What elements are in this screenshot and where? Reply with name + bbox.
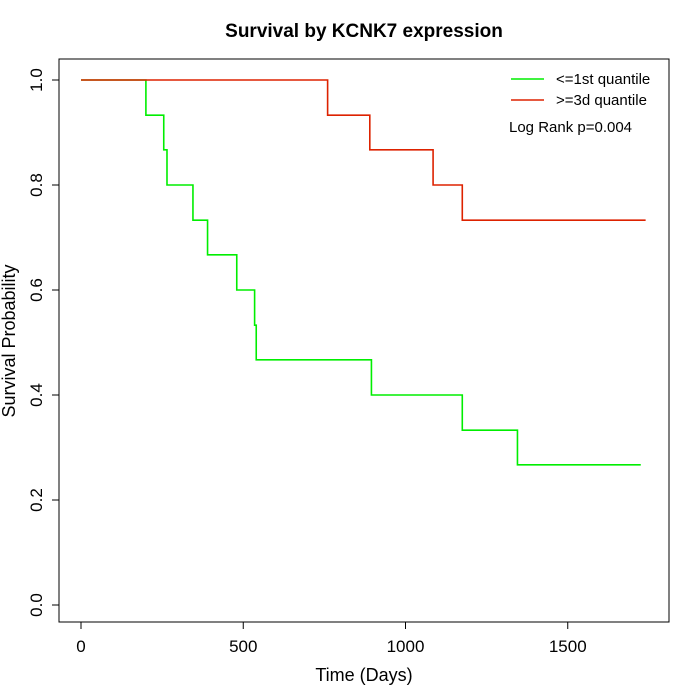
log-rank-annotation: Log Rank p=0.004 — [509, 119, 632, 136]
y-axis: 0.0 0.2 0.4 0.6 0.8 1.0 — [27, 68, 60, 617]
x-tick-label: 1000 — [387, 637, 425, 656]
survival-curve-high-quantile — [81, 79, 646, 221]
survival-curve-low-quantile — [81, 79, 641, 466]
chart-title: Survival by KCNK7 expression — [225, 21, 503, 42]
y-axis-label: Survival Probability — [0, 264, 19, 417]
y-tick-label: 0.6 — [27, 278, 46, 302]
series-layer — [81, 79, 646, 466]
x-axis-label: Time (Days) — [315, 665, 412, 685]
y-tick-label: 0.0 — [27, 593, 46, 617]
x-tick-label: 1500 — [549, 637, 587, 656]
y-tick-label: 0.8 — [27, 173, 46, 197]
x-tick-label: 0 — [76, 637, 85, 656]
x-tick-label: 500 — [229, 637, 257, 656]
legend-label-low-quantile: <=1st quantile — [556, 71, 650, 88]
y-tick-label: 0.4 — [27, 383, 46, 407]
y-tick-label: 1.0 — [27, 68, 46, 92]
y-tick-label: 0.2 — [27, 488, 46, 512]
plot-area — [58, 58, 670, 623]
legend-label-high-quantile: >=3d quantile — [556, 92, 647, 109]
x-axis: 0 500 1000 1500 — [76, 621, 587, 656]
legend: <=1st quantile >=3d quantile — [511, 71, 650, 109]
